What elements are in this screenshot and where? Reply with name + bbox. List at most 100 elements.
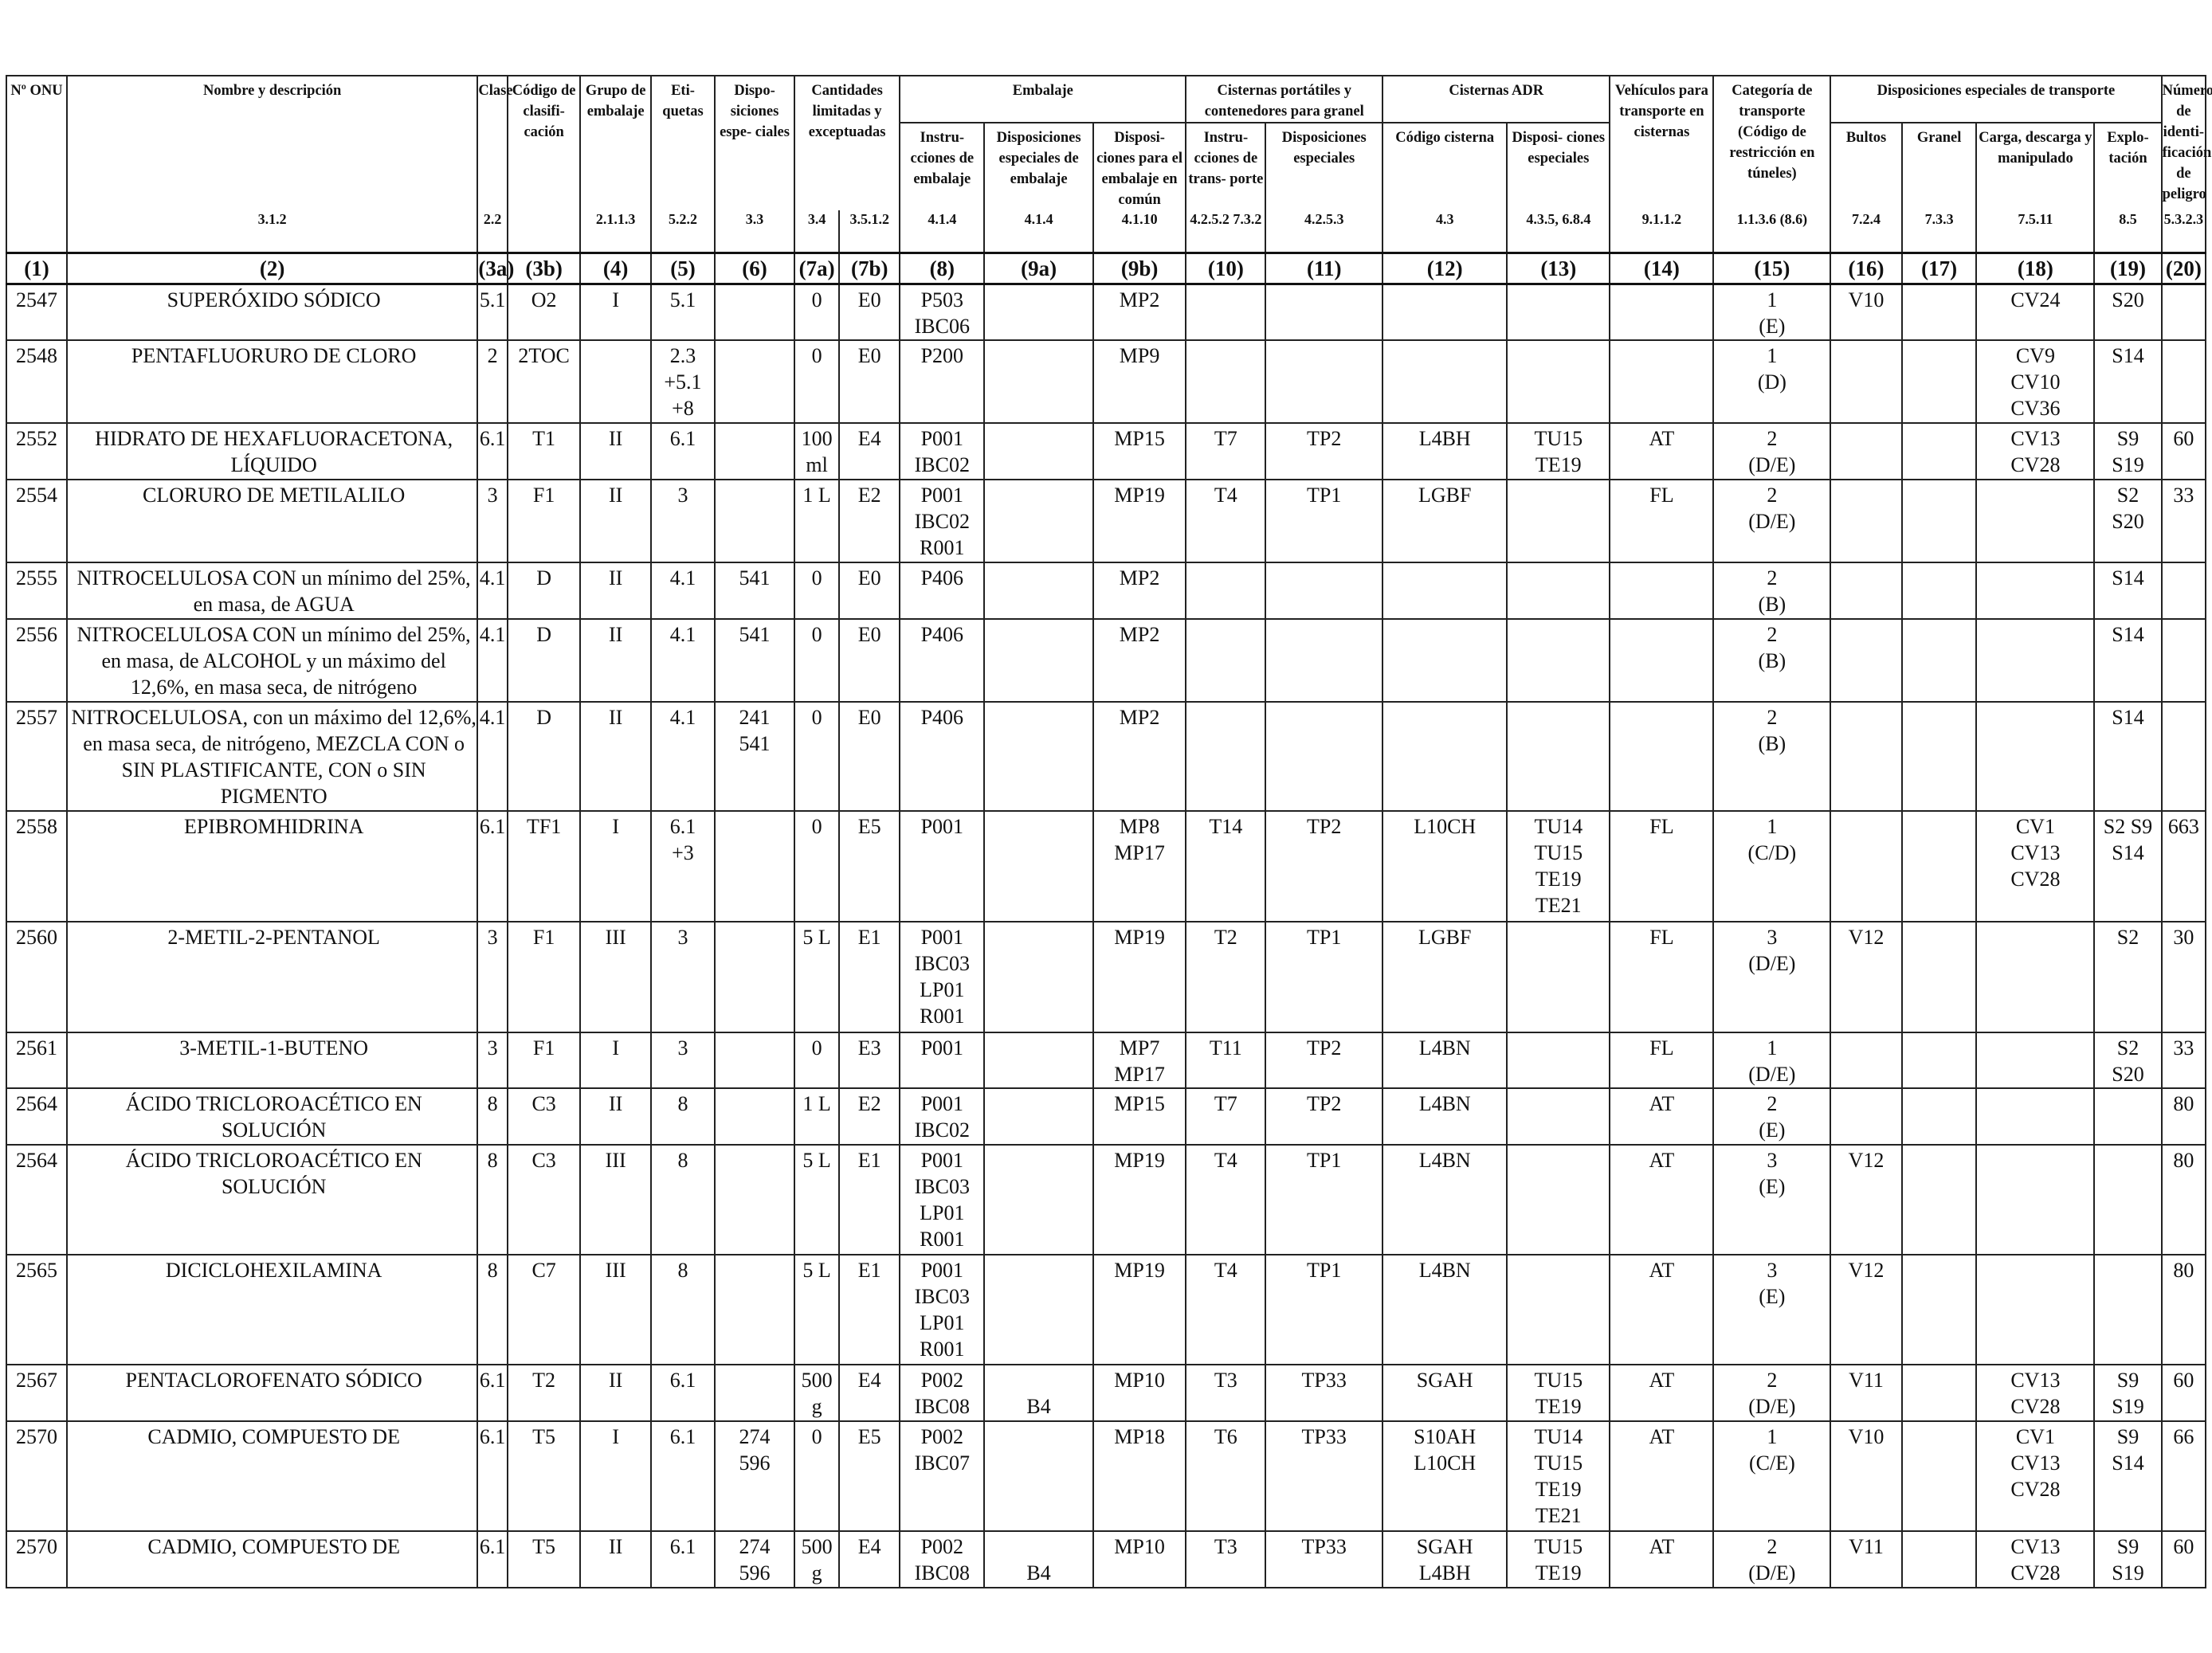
cell-text: O2: [531, 288, 557, 311]
table-cell: 0: [793, 1032, 841, 1089]
table-cell: D: [506, 618, 582, 703]
cell-text: 60: [2173, 427, 2194, 450]
cell-text: F1: [532, 926, 555, 949]
cell-text: S20: [2112, 510, 2144, 533]
table-cell: T4: [1185, 479, 1267, 563]
cell-text: LGBF: [1418, 484, 1472, 507]
table-cell: 5 L: [793, 1144, 841, 1255]
cell-text: CV36: [2010, 397, 2061, 420]
cell-text: 2: [1767, 1535, 1778, 1558]
cell-text: TP2: [1307, 427, 1342, 450]
cell-text: 2: [1767, 427, 1778, 450]
cell-text: 2: [1767, 623, 1778, 646]
table-cell: S2: [2093, 921, 2163, 1033]
table-cell: E0: [838, 618, 901, 703]
cell-text: T7: [1214, 1092, 1237, 1115]
section-reference-cell: 3.3: [714, 210, 795, 253]
cell-text: II: [609, 623, 623, 646]
cell-text: (B): [1758, 593, 1786, 616]
cell-text: 2TOC: [518, 344, 570, 367]
cell-text: g: [811, 1561, 822, 1584]
section-reference-cell: 4.2.5.2 7.3.2: [1185, 210, 1267, 253]
section-reference-cell: 4.2.5.3: [1265, 210, 1384, 253]
table-cell: CV1 CV13 CV28: [1975, 810, 2096, 922]
cell-text: 3: [487, 1036, 498, 1060]
cell-text: E4: [857, 427, 881, 450]
table-cell: [714, 339, 795, 424]
table-cell: T2: [1185, 921, 1267, 1033]
cell-text: 80: [2173, 1092, 2194, 1115]
header-adr-codigo: Código cisterna: [1382, 122, 1508, 210]
column-number-cell: (7b): [838, 252, 901, 285]
cell-text: 4.1: [669, 566, 696, 590]
table-cell: MP2: [1092, 618, 1187, 703]
table-cell: 8: [649, 1254, 716, 1365]
cell-text: MP2: [1119, 566, 1160, 590]
cell-text: SGAH: [1416, 1369, 1473, 1392]
cell-text: LP01: [920, 978, 965, 1001]
table-cell: S10AH L10CH: [1382, 1420, 1508, 1532]
column-number-cell: (6): [714, 252, 795, 285]
table-cell: 3 (D/E): [1712, 921, 1832, 1033]
table-cell: CV13 CV28: [1975, 422, 2096, 480]
table-cell: 8: [477, 1087, 508, 1146]
cell-text: ml: [806, 453, 828, 476]
cell-text: FL: [1649, 1036, 1674, 1060]
cell-text: 4.1: [479, 706, 506, 729]
cell-text: FL: [1649, 484, 1674, 507]
table-cell: [2093, 1254, 2163, 1365]
cell-text: 3: [487, 926, 498, 949]
substance-name-cell: HIDRATO DE HEXAFLUORACETONA, LÍQUIDO: [65, 422, 479, 480]
cell-text: T5: [532, 1535, 556, 1558]
table-cell: [2160, 339, 2207, 424]
table-cell: L4BN: [1382, 1032, 1508, 1089]
cell-text: EPIBROMHIDRINA: [184, 815, 364, 838]
cell-text: TP1: [1307, 484, 1342, 507]
cell-text: MP19: [1114, 484, 1165, 507]
section-reference-cell: 4.1.10: [1092, 210, 1187, 253]
cell-text: I: [612, 288, 619, 311]
table-cell: II: [579, 618, 652, 703]
column-number-cell: (20): [2160, 252, 2207, 285]
cell-text: 8: [677, 1259, 688, 1282]
cell-text: 5.1: [669, 288, 696, 311]
table-cell: FL: [1609, 479, 1715, 563]
cell-text: 0: [811, 344, 822, 367]
table-cell: 2 (D/E): [1712, 1364, 1832, 1422]
cell-text: NITROCELULOSA CON un mínimo del 25%, en …: [76, 623, 471, 699]
header-row-sub: Instru- cciones de embalaje Disposicione…: [6, 122, 2206, 210]
substance-name-cell: 3-METIL-1-BUTENO: [65, 1032, 479, 1089]
cell-text: CV24: [2010, 288, 2061, 311]
table-cell: MP19: [1092, 1144, 1187, 1255]
cell-text: 2564: [16, 1092, 57, 1115]
cell-text: 0: [811, 566, 822, 590]
cell-text: IBC02: [914, 453, 970, 476]
substance-name-cell: NITROCELULOSA, con un máximo del 12,6%, …: [65, 701, 479, 812]
cell-text: AT: [1649, 1149, 1675, 1172]
cell-text: 6.1: [479, 427, 506, 450]
cell-text: 0: [811, 706, 822, 729]
cell-text: 2548: [16, 344, 57, 367]
header-embalaje-instrucciones: Instru- cciones de embalaje: [899, 122, 986, 210]
table-cell: 2 (D/E): [1712, 479, 1832, 563]
cell-text: 541: [739, 566, 771, 590]
cell-text: (B): [1758, 649, 1786, 672]
table-cell: [579, 339, 652, 424]
cell-text: L4BN: [1418, 1149, 1471, 1172]
table-cell: CV13 CV28: [1975, 1364, 2096, 1422]
cell-text: 500: [801, 1369, 833, 1392]
cell-text: P001: [920, 1092, 964, 1115]
table-cell: 6.1: [477, 1420, 508, 1532]
table-cell: P002 IBC08: [899, 1530, 986, 1588]
cell-text: 6.1: [479, 815, 506, 838]
table-cell: [1185, 562, 1267, 620]
table-cell: 1 (E): [1712, 283, 1832, 341]
table-cell: III: [579, 1144, 652, 1255]
header-cp-instrucciones: Instru- cciones de trans- porte: [1185, 122, 1267, 210]
header-codigo-clasificacion: Código de clasifi- cación: [506, 75, 582, 210]
table-cell: 5 L: [793, 921, 841, 1033]
table-cell: V12: [1830, 1144, 1903, 1255]
table-cell: [714, 479, 795, 563]
cell-text: S19: [2112, 1561, 2144, 1584]
table-cell: [1382, 283, 1508, 341]
